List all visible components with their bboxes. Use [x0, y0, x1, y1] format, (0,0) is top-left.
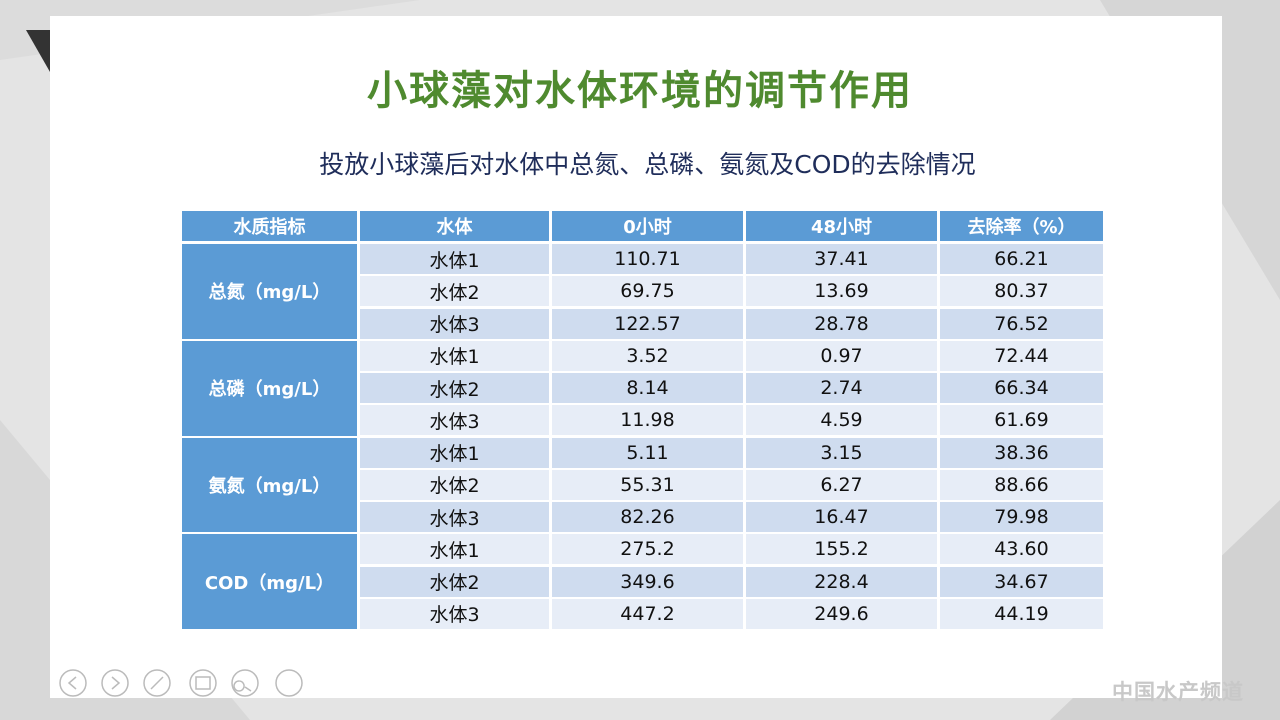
table-cell: 43.60 — [940, 534, 1103, 565]
table-cell: 447.2 — [552, 598, 743, 629]
table-cell: 3.52 — [552, 340, 743, 371]
more-button[interactable] — [275, 669, 303, 697]
table-cell: 11.98 — [552, 405, 743, 436]
slides-button[interactable] — [189, 669, 217, 697]
table-cell: 79.98 — [940, 502, 1103, 532]
table-cell: 水体3 — [360, 502, 549, 532]
table-cell: 249.6 — [746, 598, 937, 629]
table-cell: 水体2 — [360, 276, 549, 307]
table-cell: 55.31 — [552, 469, 743, 500]
table-cell: 28.78 — [746, 308, 937, 339]
next-button[interactable] — [101, 669, 129, 697]
table-cell: 水体1 — [360, 437, 549, 468]
table-cell: 水体3 — [360, 308, 549, 339]
header-cell: 0小时 — [552, 211, 743, 241]
table-cell: 80.37 — [940, 276, 1103, 307]
table-cell: 0.97 — [746, 340, 937, 371]
prev-button[interactable] — [59, 669, 87, 697]
zoom-button[interactable] — [231, 669, 259, 697]
table-cell: 38.36 — [940, 437, 1103, 468]
table-cell: 13.69 — [746, 276, 937, 307]
table-cell: 122.57 — [552, 308, 743, 339]
title: 小球藻对水体环境的调节作用 — [367, 68, 913, 114]
table-cell: 2.74 — [746, 373, 937, 403]
table-cell: 水体3 — [360, 598, 549, 629]
table-cell: 69.75 — [552, 276, 743, 307]
table-cell: 水体1 — [360, 340, 549, 371]
group-label: 氨氮（mg/L） — [182, 437, 357, 533]
group-label: 总磷（mg/L） — [182, 340, 357, 436]
table-cell: 4.59 — [746, 405, 937, 436]
slide-toolbar — [59, 669, 303, 697]
table-cell: 44.19 — [940, 598, 1103, 629]
table-cell: 82.26 — [552, 502, 743, 532]
table-cell: 228.4 — [746, 566, 937, 597]
group-label: COD（mg/L） — [182, 534, 357, 629]
table-cell: 155.2 — [746, 534, 937, 565]
watermark: 中国水产频道 — [1112, 680, 1244, 704]
table-cell: 水体2 — [360, 566, 549, 597]
table-cell: 水体3 — [360, 405, 549, 436]
table-cell: 16.47 — [746, 502, 937, 532]
header-cell: 水质指标 — [182, 211, 357, 241]
table-cell: 8.14 — [552, 373, 743, 403]
table-cell: 3.15 — [746, 437, 937, 468]
table-cell: 6.27 — [746, 469, 937, 500]
header-cell: 去除率（%） — [940, 211, 1103, 241]
pen-button[interactable] — [143, 669, 171, 697]
subtitle: 投放小球藻后对水体中总氮、总磷、氨氮及COD的去除情况 — [319, 150, 976, 179]
table-cell: 水体1 — [360, 534, 549, 565]
table-cell: 34.67 — [940, 566, 1103, 597]
table-cell: 275.2 — [552, 534, 743, 565]
table-cell: 水体2 — [360, 469, 549, 500]
table-cell: 349.6 — [552, 566, 743, 597]
table-cell: 37.41 — [746, 244, 937, 274]
table-cell: 66.34 — [940, 373, 1103, 403]
table-cell: 66.21 — [940, 244, 1103, 274]
group-label: 总氮（mg/L） — [182, 244, 357, 339]
table-cell: 76.52 — [940, 308, 1103, 339]
table-cell: 61.69 — [940, 405, 1103, 436]
header-cell: 水体 — [360, 211, 549, 241]
table-cell: 72.44 — [940, 340, 1103, 371]
table-cell: 88.66 — [940, 469, 1103, 500]
header-cell: 48小时 — [746, 211, 937, 241]
table-cell: 110.71 — [552, 244, 743, 274]
table-cell: 5.11 — [552, 437, 743, 468]
table-cell: 水体1 — [360, 244, 549, 274]
table-cell: 水体2 — [360, 373, 549, 403]
